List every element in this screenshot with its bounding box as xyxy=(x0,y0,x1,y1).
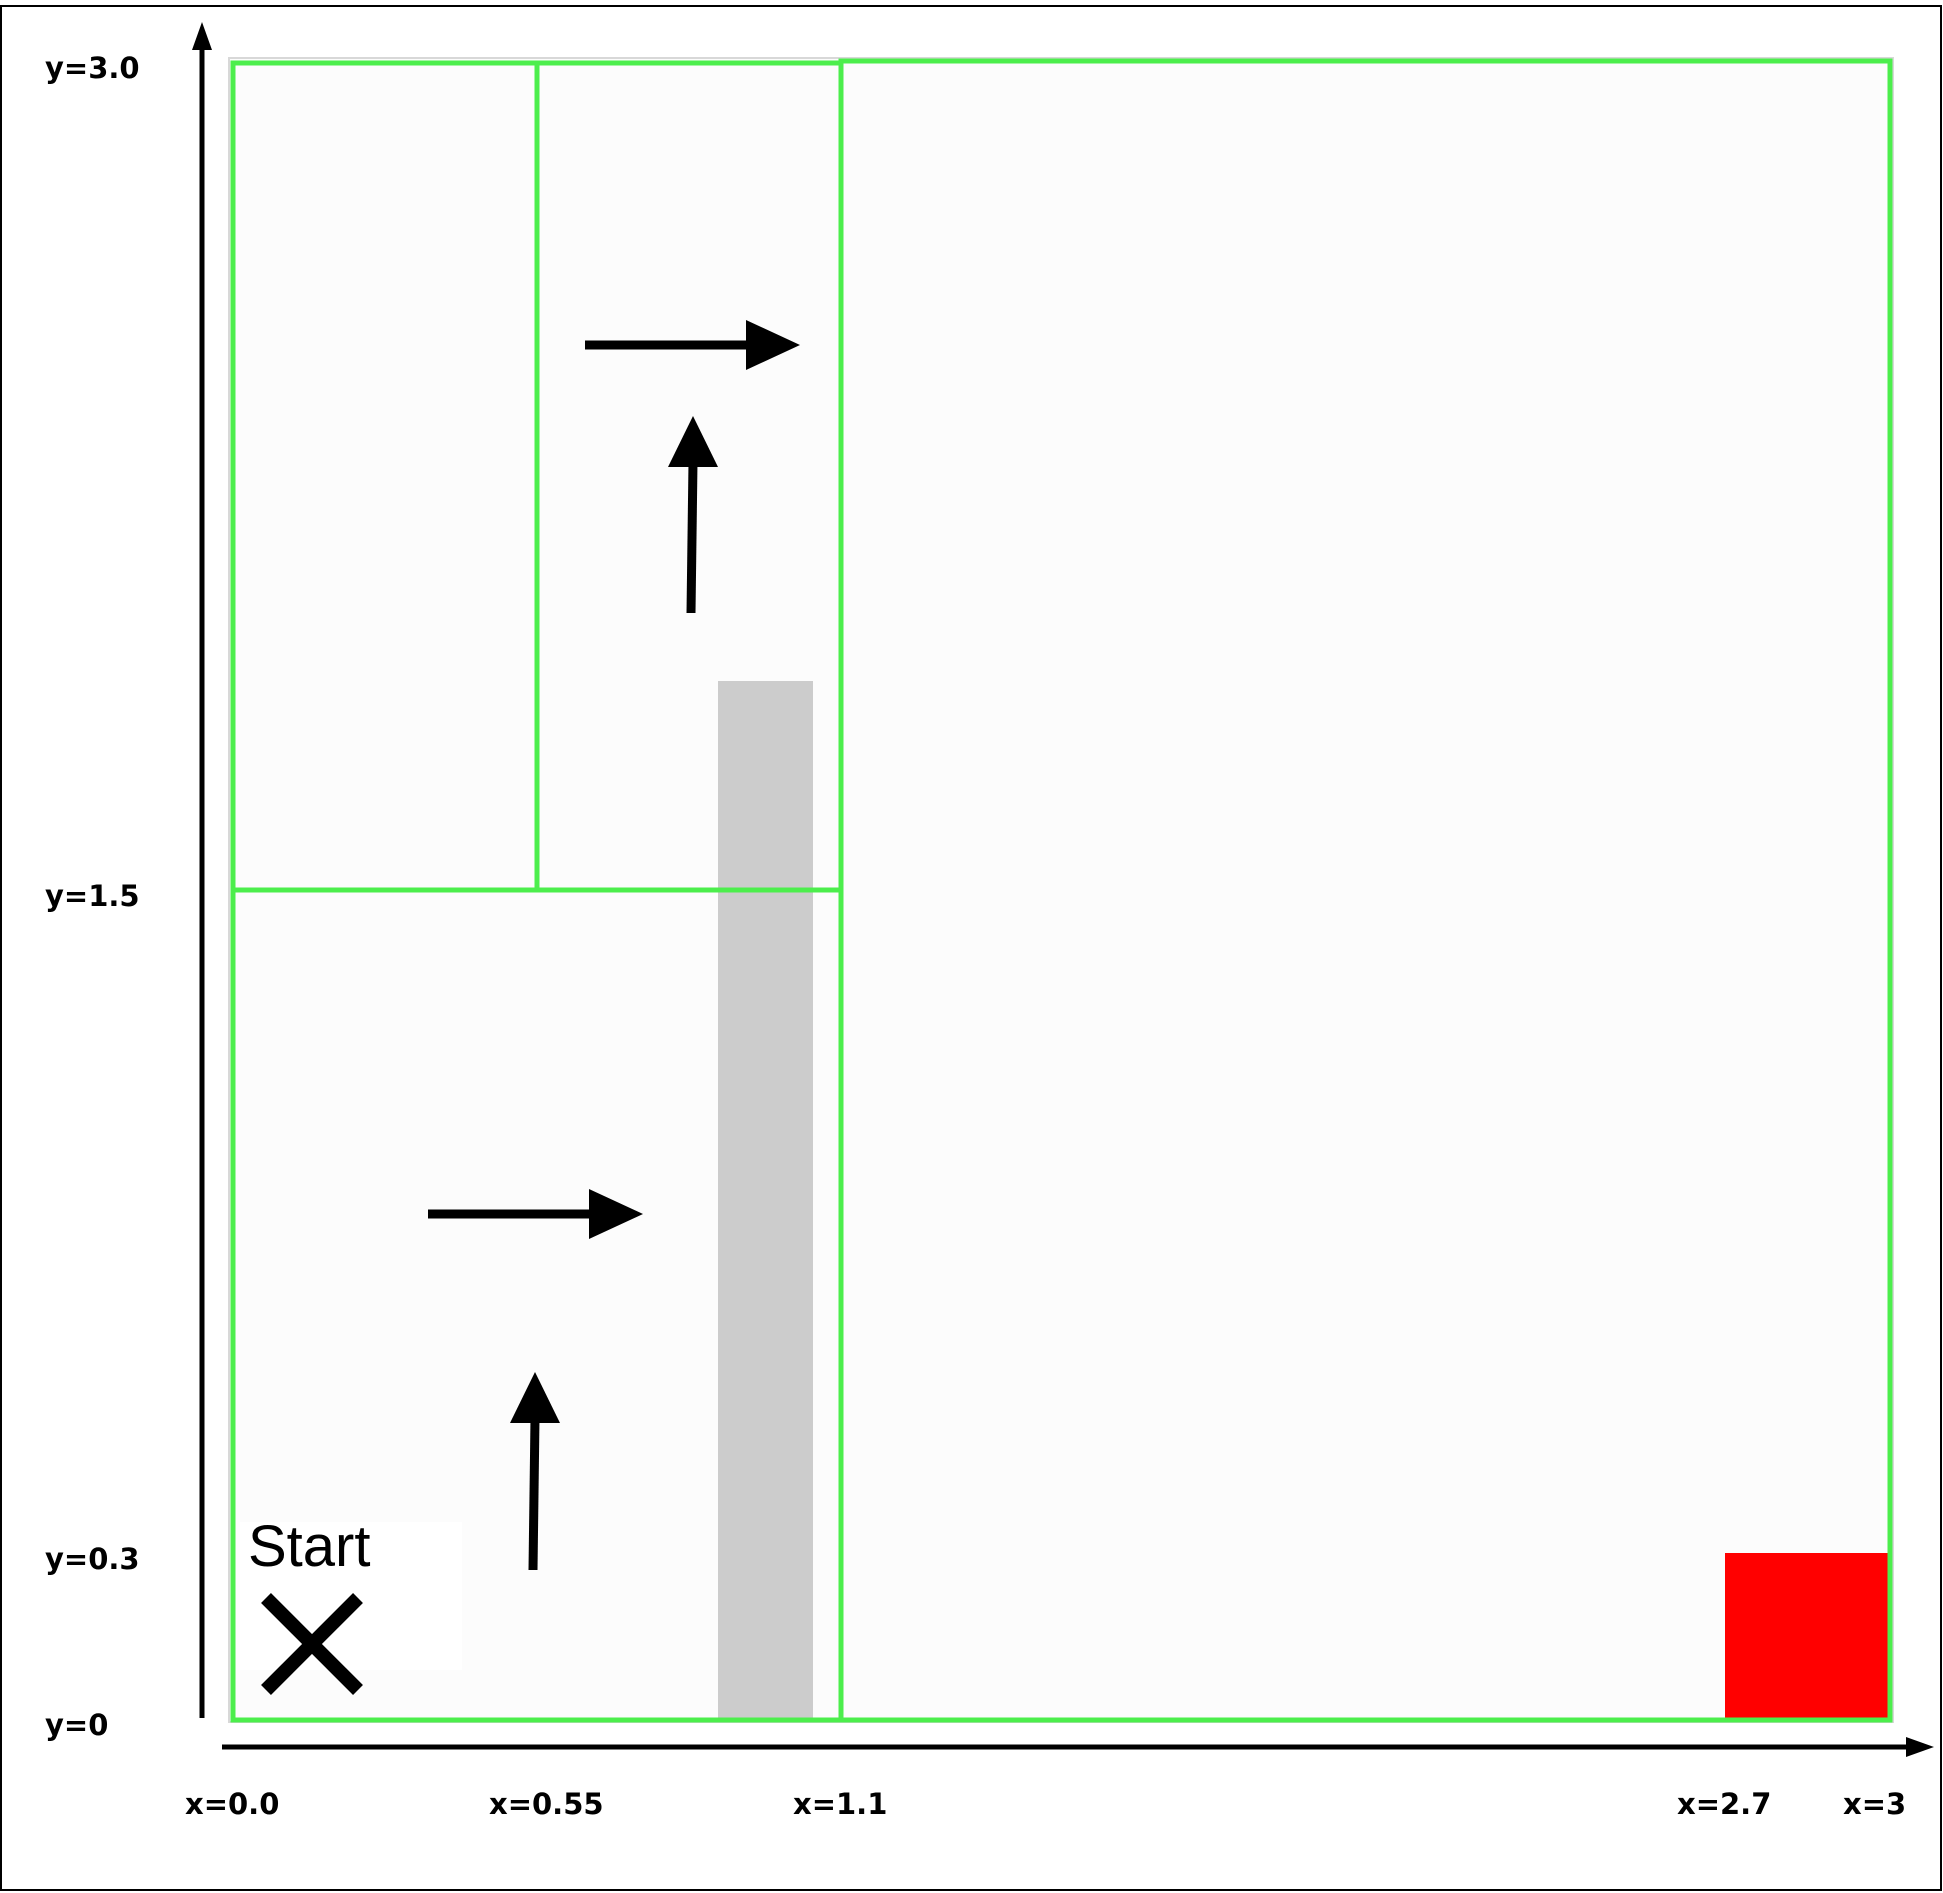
y-axis xyxy=(192,22,212,1718)
x-label-2-7: x=2.7 xyxy=(1677,1787,1771,1821)
x-axis xyxy=(222,1737,1934,1757)
arrow-right-icon xyxy=(585,320,800,370)
y-label-1-5: y=1.5 xyxy=(45,879,140,913)
y-label-3: y=3.0 xyxy=(45,51,140,85)
x-label-0: x=0.0 xyxy=(185,1787,279,1821)
arrow-up-icon xyxy=(510,1372,560,1571)
arrow-right-icon xyxy=(428,1189,643,1239)
obstacle-wall xyxy=(718,681,813,1720)
x-cross-icon xyxy=(261,1593,363,1695)
region-right xyxy=(838,58,1893,1723)
x-axis-arrowhead xyxy=(1906,1737,1934,1757)
y-label-0: y=0 xyxy=(45,1708,108,1742)
y-axis-arrowhead xyxy=(192,22,212,50)
region-grid xyxy=(230,58,1893,1723)
x-label-3: x=3 xyxy=(1843,1787,1906,1821)
goal-square xyxy=(1725,1553,1890,1721)
x-label-1-1: x=1.1 xyxy=(793,1787,887,1821)
x-label-0-55: x=0.55 xyxy=(489,1787,604,1821)
start-label: Start xyxy=(248,1514,371,1579)
arrow-up-icon xyxy=(668,416,718,614)
y-label-0-3: y=0.3 xyxy=(45,1542,140,1576)
